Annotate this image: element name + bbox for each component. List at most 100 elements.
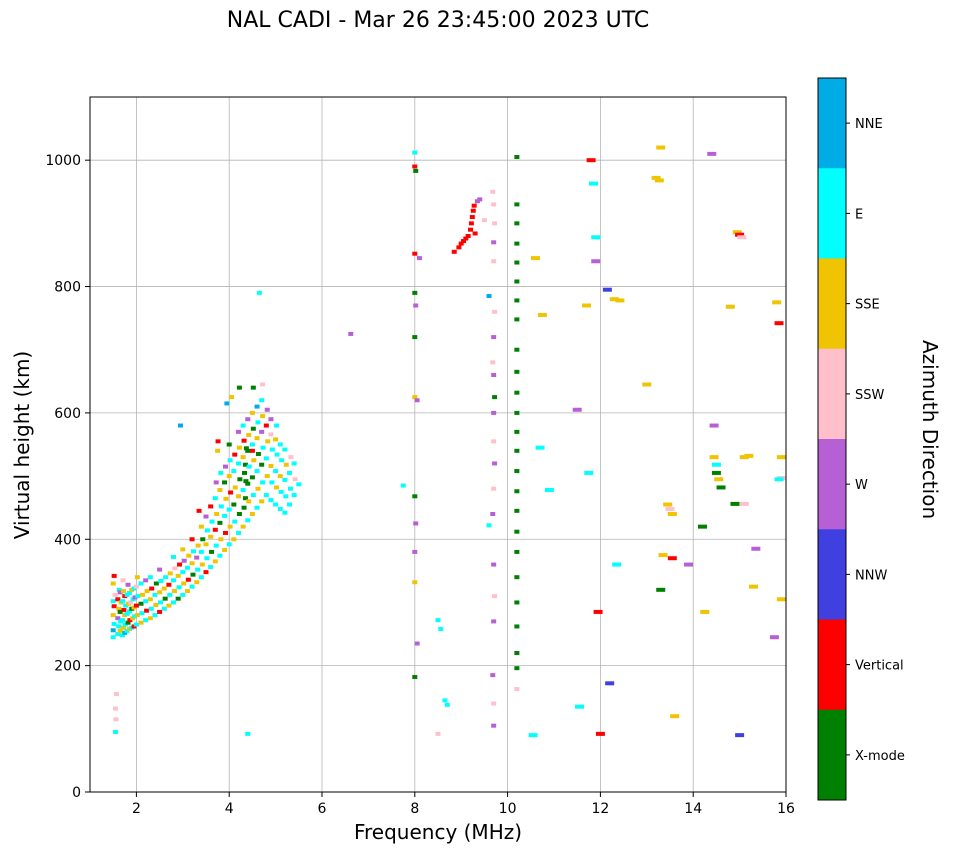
scatter-point [491, 240, 497, 245]
scatter-point [139, 611, 145, 616]
scatter-point [255, 451, 261, 456]
scatter-point [231, 502, 237, 507]
scatter-point [461, 239, 467, 244]
scatter-point [116, 624, 122, 629]
scatter-point [241, 505, 247, 510]
scatter-point [249, 512, 255, 516]
x-tick-label: 8 [410, 801, 419, 817]
scatter-point [217, 553, 223, 558]
scatter-point [711, 470, 721, 475]
scatter-point [237, 477, 243, 482]
scatter-point [737, 235, 747, 240]
scatter-point [288, 455, 294, 460]
scatter-point [412, 164, 418, 169]
y-tick-label: 800 [54, 280, 81, 296]
scatter-point [242, 496, 248, 501]
scatter-point [218, 504, 224, 509]
scatter-point [514, 317, 520, 322]
scatter-point [119, 633, 125, 638]
scatter-point [143, 618, 149, 623]
scatter-point [222, 480, 228, 485]
scatter-point [246, 433, 252, 438]
scatter-point [199, 562, 205, 567]
scatter-point [138, 581, 144, 586]
plot-border [89, 96, 787, 793]
scatter-point [195, 567, 201, 572]
scatter-point [656, 587, 666, 592]
scatter-point [144, 608, 150, 613]
scatter-point [491, 202, 497, 207]
scatter-point [491, 562, 497, 567]
scatter-point [232, 485, 238, 490]
scatter-point [416, 256, 422, 261]
scatter-point [117, 590, 123, 595]
y-tick-label: 600 [54, 406, 81, 422]
scatter-point [116, 606, 122, 611]
scatter-point [412, 675, 418, 680]
scatter-point [751, 546, 761, 551]
scatter-point [477, 197, 483, 202]
scatter-point [217, 520, 223, 525]
scatter-point [486, 523, 492, 528]
scatter-point [414, 641, 420, 646]
scatter-point [584, 470, 594, 475]
scatter-point [642, 382, 652, 387]
colorbar-category-label: Vertical [855, 659, 904, 674]
scatter-point [472, 231, 478, 236]
scatter-point [277, 506, 283, 511]
scatter-point [217, 487, 223, 492]
scatter-point [412, 251, 418, 256]
scatter-point [442, 698, 448, 703]
scatter-point [287, 486, 293, 491]
scatter-point [235, 429, 241, 434]
scatter-point [190, 572, 196, 577]
scatter-point [259, 429, 265, 434]
scatter-point [110, 599, 116, 604]
scatter-point [189, 537, 195, 542]
scatter-point [172, 566, 178, 571]
scatter-point [273, 502, 279, 507]
scatter-point [491, 410, 497, 415]
scatter-point [175, 573, 181, 578]
scatter-point [735, 733, 745, 738]
scatter-point [588, 181, 598, 186]
scatter-point [212, 496, 218, 501]
y-axis-label: Virtual height (km) [10, 350, 34, 540]
scatter-point [157, 567, 163, 572]
scatter-point [581, 303, 591, 308]
y-tick-label: 400 [54, 532, 81, 548]
colorbar-segment-w [818, 439, 846, 530]
scatter-point [240, 423, 246, 428]
scatter-point [133, 584, 139, 589]
scatter-point [212, 559, 218, 564]
scatter-point [113, 717, 119, 722]
scatter-point [709, 455, 719, 460]
scatter-point [218, 537, 224, 542]
scatter-point [456, 245, 462, 250]
scatter-point [481, 218, 487, 223]
scatter-point [265, 439, 271, 444]
scatter-point [224, 401, 230, 406]
scatter-point [184, 565, 190, 570]
scatter-point [274, 452, 280, 457]
scatter-point [615, 298, 625, 303]
scatter-point [412, 494, 418, 499]
scatter-point [491, 701, 497, 706]
scatter-point [471, 203, 477, 208]
scatter-point [148, 606, 154, 611]
scatter-point [215, 448, 221, 453]
scatter-point [260, 382, 266, 387]
scatter-point [575, 704, 585, 709]
scatter-point [223, 496, 229, 501]
scatter-point [209, 549, 215, 554]
scatter-point [212, 527, 218, 532]
scatter-point [492, 309, 498, 314]
scatter-point [250, 385, 256, 390]
colorbar-segment-sse [818, 258, 846, 350]
scatter-point [602, 287, 612, 292]
scatter-point [127, 600, 133, 605]
scatter-point [111, 573, 117, 578]
scatter-point [458, 241, 464, 246]
scatter-point [249, 448, 255, 453]
scatter-point [463, 236, 469, 241]
